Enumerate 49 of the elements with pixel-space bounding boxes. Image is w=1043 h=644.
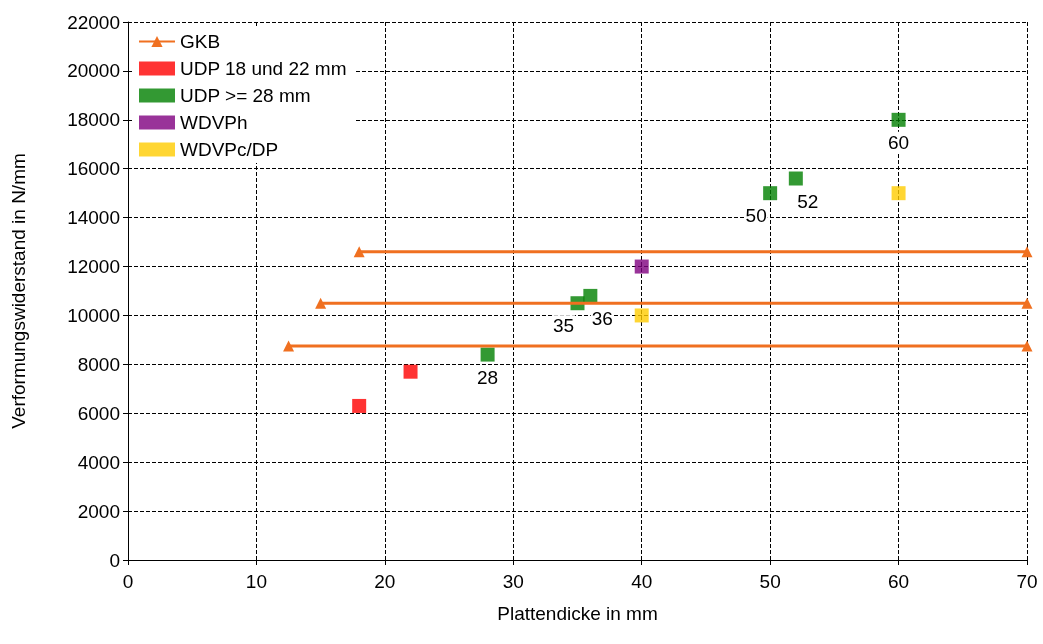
y-tick-label: 8000 [77, 353, 120, 375]
legend-label: UDP 18 und 22 mm [180, 58, 347, 79]
x-tick-label: 60 [888, 571, 910, 592]
y-tick-label: 6000 [77, 402, 120, 424]
y-tick-label: 0 [109, 549, 120, 571]
y-tick-label: 18000 [67, 109, 120, 131]
point [352, 398, 367, 413]
legend-label: GKB [180, 31, 221, 52]
legend-label: WDVPh [180, 112, 248, 133]
point [891, 186, 906, 201]
legend-label: UDP >= 28 mm [180, 85, 311, 106]
y-tick-label: 2000 [77, 500, 120, 522]
annotation: 28 [477, 366, 499, 388]
point [315, 297, 327, 309]
point [283, 340, 295, 352]
x-tick-label: 0 [122, 571, 134, 592]
x-axis-title: Plattendicke in mm [497, 603, 658, 624]
point [583, 288, 598, 303]
point [788, 171, 803, 186]
annotation: 36 [591, 307, 613, 329]
x-tick-label: 50 [759, 571, 781, 592]
point [1021, 246, 1033, 258]
y-axis-title: Verformungswiderstand in N/mm [8, 153, 29, 429]
annotation: 50 [745, 205, 767, 227]
legend-label: WDVPc/DP [180, 139, 279, 160]
point [1021, 297, 1033, 309]
y-tick-label: 12000 [67, 256, 120, 278]
y-tick-label: 20000 [67, 60, 120, 82]
y-tick-label: 10000 [67, 304, 120, 326]
annotation: 52 [797, 190, 819, 212]
point [634, 259, 649, 274]
annotation: 35 [552, 315, 575, 337]
annotation: 60 [888, 131, 910, 153]
point [480, 347, 495, 362]
point [403, 364, 418, 379]
point [891, 112, 906, 127]
point [353, 246, 365, 258]
x-tick-label: 40 [631, 571, 653, 592]
y-tick-label: 22000 [67, 11, 120, 33]
point [634, 308, 649, 323]
x-tick-label: 10 [245, 571, 267, 592]
x-tick-label: 30 [502, 571, 524, 592]
point [763, 186, 778, 201]
y-tick-label: 16000 [67, 158, 120, 180]
point [1021, 340, 1033, 352]
x-tick-label: 70 [1016, 571, 1038, 592]
x-tick-label: 20 [374, 571, 396, 592]
y-tick-label: 14000 [67, 207, 120, 229]
y-tick-label: 4000 [77, 451, 120, 473]
